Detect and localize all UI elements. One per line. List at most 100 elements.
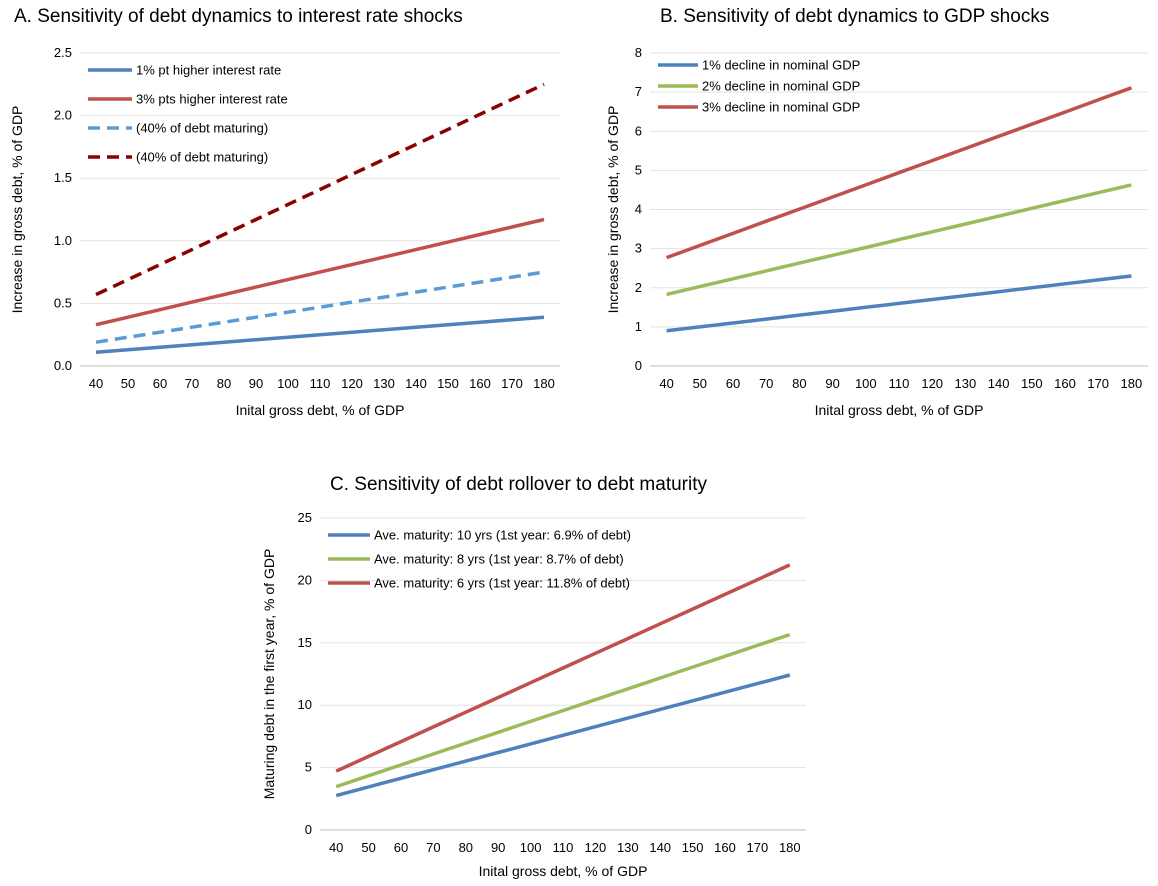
x-tick-label: 110 (310, 376, 331, 391)
x-tick-label: 130 (617, 840, 639, 855)
y-tick-label: 5 (305, 760, 312, 775)
y-tick-label: 1.0 (54, 233, 72, 248)
x-tick-label: 150 (437, 376, 459, 391)
chart-svg-a: 0.0 0.5 1.0 1.5 2.0 2.5 40 50 60 70 80 90 100 110 120 1… (9, 45, 560, 418)
series-line (666, 183, 1132, 297)
y-tick-label: 2.5 (54, 45, 72, 60)
y-axis-label: Increase in gross debt, % of GDP (9, 106, 25, 314)
series-line (335, 563, 791, 773)
x-tick-label: 120 (585, 840, 607, 855)
legend-label: 3% decline in nominal GDP (702, 100, 860, 115)
y-tick-label: 0 (635, 358, 642, 373)
y-tick-label: 0.5 (54, 295, 72, 310)
x-tick-label: 180 (779, 840, 801, 855)
x-tick-label: 90 (491, 840, 505, 855)
x-tick-label: 140 (649, 840, 671, 855)
x-tick-label: 80 (792, 376, 806, 391)
chart-title: C. Sensitivity of debt rollover to debt … (330, 474, 707, 495)
x-tick-label: 50 (361, 840, 375, 855)
y-tick-label: 25 (298, 510, 312, 525)
series-line (666, 86, 1132, 260)
y-tick-label: 7 (635, 84, 642, 99)
x-tick-label: 80 (217, 376, 231, 391)
y-tick-label: 6 (635, 123, 642, 138)
y-tick-label: 2.0 (54, 108, 72, 123)
chart-panel-a: A. Sensitivity of debt dynamics to inter… (0, 0, 570, 440)
x-tick-label: 100 (520, 840, 542, 855)
chart-panel-c: C. Sensitivity of debt rollover to debt … (250, 468, 850, 886)
y-tick-label: 15 (298, 635, 312, 650)
x-axis-label: Inital gross debt, % of GDP (815, 402, 984, 418)
x-tick-label: 170 (501, 376, 523, 391)
chart-panel-b: B. Sensitivity of debt dynamics to GDP s… (580, 0, 1158, 440)
x-tick-label: 70 (426, 840, 440, 855)
y-tick-label: 0.0 (54, 358, 72, 373)
x-tick-label: 70 (185, 376, 199, 391)
y-tick-label: 5 (635, 162, 642, 177)
chart-svg-c: 0 5 10 15 20 25 40 50 60 70 80 90 100 110 120 130 140 150… (261, 510, 806, 879)
legend-label: Ave. maturity: 10 yrs (1st year: 6.9% of… (374, 528, 631, 543)
legend-label: Ave. maturity: 8 yrs (1st year: 8.7% of … (374, 552, 624, 567)
x-tick-label: 100 (855, 376, 877, 391)
x-tick-label: 50 (121, 376, 135, 391)
x-tick-label: 60 (153, 376, 167, 391)
y-tick-label: 1.5 (54, 170, 72, 185)
chart-svg-b: 0 1 2 3 4 5 6 7 8 40 50 60 70 80 90 100 110 120 130 140 150 1… (605, 45, 1148, 418)
x-tick-label: 40 (659, 376, 673, 391)
y-tick-label: 1 (635, 319, 642, 334)
x-tick-label: 70 (759, 376, 773, 391)
y-axis-label: Increase in gross debt, % of GDP (605, 106, 621, 314)
y-axis-label: Maturing debt in the first year, % of GD… (261, 549, 277, 800)
chart-title: A. Sensitivity of debt dynamics to inter… (14, 6, 463, 27)
x-tick-label: 160 (1054, 376, 1076, 391)
y-tick-label: 10 (298, 697, 312, 712)
x-tick-label: 160 (469, 376, 491, 391)
y-tick-label: 3 (635, 241, 642, 256)
x-tick-label: 130 (955, 376, 977, 391)
x-tick-label: 100 (277, 376, 299, 391)
x-tick-label: 120 (921, 376, 943, 391)
x-tick-label: 180 (533, 376, 555, 391)
series-line (95, 82, 545, 297)
x-tick-label: 40 (89, 376, 103, 391)
x-axis-label: Inital gross debt, % of GDP (479, 863, 648, 879)
x-tick-label: 130 (373, 376, 395, 391)
x-tick-label: 90 (249, 376, 263, 391)
legend-label: 1% decline in nominal GDP (702, 58, 860, 73)
y-tick-label: 4 (635, 202, 642, 217)
x-tick-label: 170 (1087, 376, 1109, 391)
x-tick-label: 50 (693, 376, 707, 391)
x-tick-label: 150 (682, 840, 704, 855)
x-tick-label: 110 (553, 840, 574, 855)
x-tick-label: 90 (825, 376, 839, 391)
legend-label: Ave. maturity: 6 yrs (1st year: 11.8% of… (374, 576, 630, 591)
legend-label: 3% pts higher interest rate (136, 92, 288, 107)
x-tick-label: 120 (341, 376, 363, 391)
y-tick-label: 20 (298, 572, 312, 587)
x-tick-label: 180 (1121, 376, 1143, 391)
x-tick-label: 170 (747, 840, 769, 855)
legend-label: (40% of debt maturing) (136, 150, 268, 165)
series-line (335, 673, 791, 798)
x-tick-label: 110 (889, 376, 910, 391)
legend-label: 1% pt higher interest rate (136, 63, 281, 78)
legend-label: (40% of debt maturing) (136, 121, 268, 136)
series-line (335, 632, 791, 789)
series-line (95, 315, 545, 354)
x-tick-label: 40 (329, 840, 343, 855)
x-tick-label: 140 (988, 376, 1010, 391)
chart-title: B. Sensitivity of debt dynamics to GDP s… (660, 6, 1050, 27)
series-line (95, 217, 545, 327)
x-tick-label: 150 (1021, 376, 1043, 391)
x-tick-label: 80 (459, 840, 473, 855)
x-tick-label: 60 (394, 840, 408, 855)
series-line (666, 274, 1132, 333)
y-tick-label: 8 (635, 45, 642, 60)
y-tick-label: 2 (635, 280, 642, 295)
x-tick-label: 140 (405, 376, 427, 391)
y-tick-label: 0 (305, 822, 312, 837)
x-axis-label: Inital gross debt, % of GDP (236, 402, 405, 418)
legend-label: 2% decline in nominal GDP (702, 79, 860, 94)
x-tick-label: 160 (714, 840, 736, 855)
x-tick-label: 60 (726, 376, 740, 391)
